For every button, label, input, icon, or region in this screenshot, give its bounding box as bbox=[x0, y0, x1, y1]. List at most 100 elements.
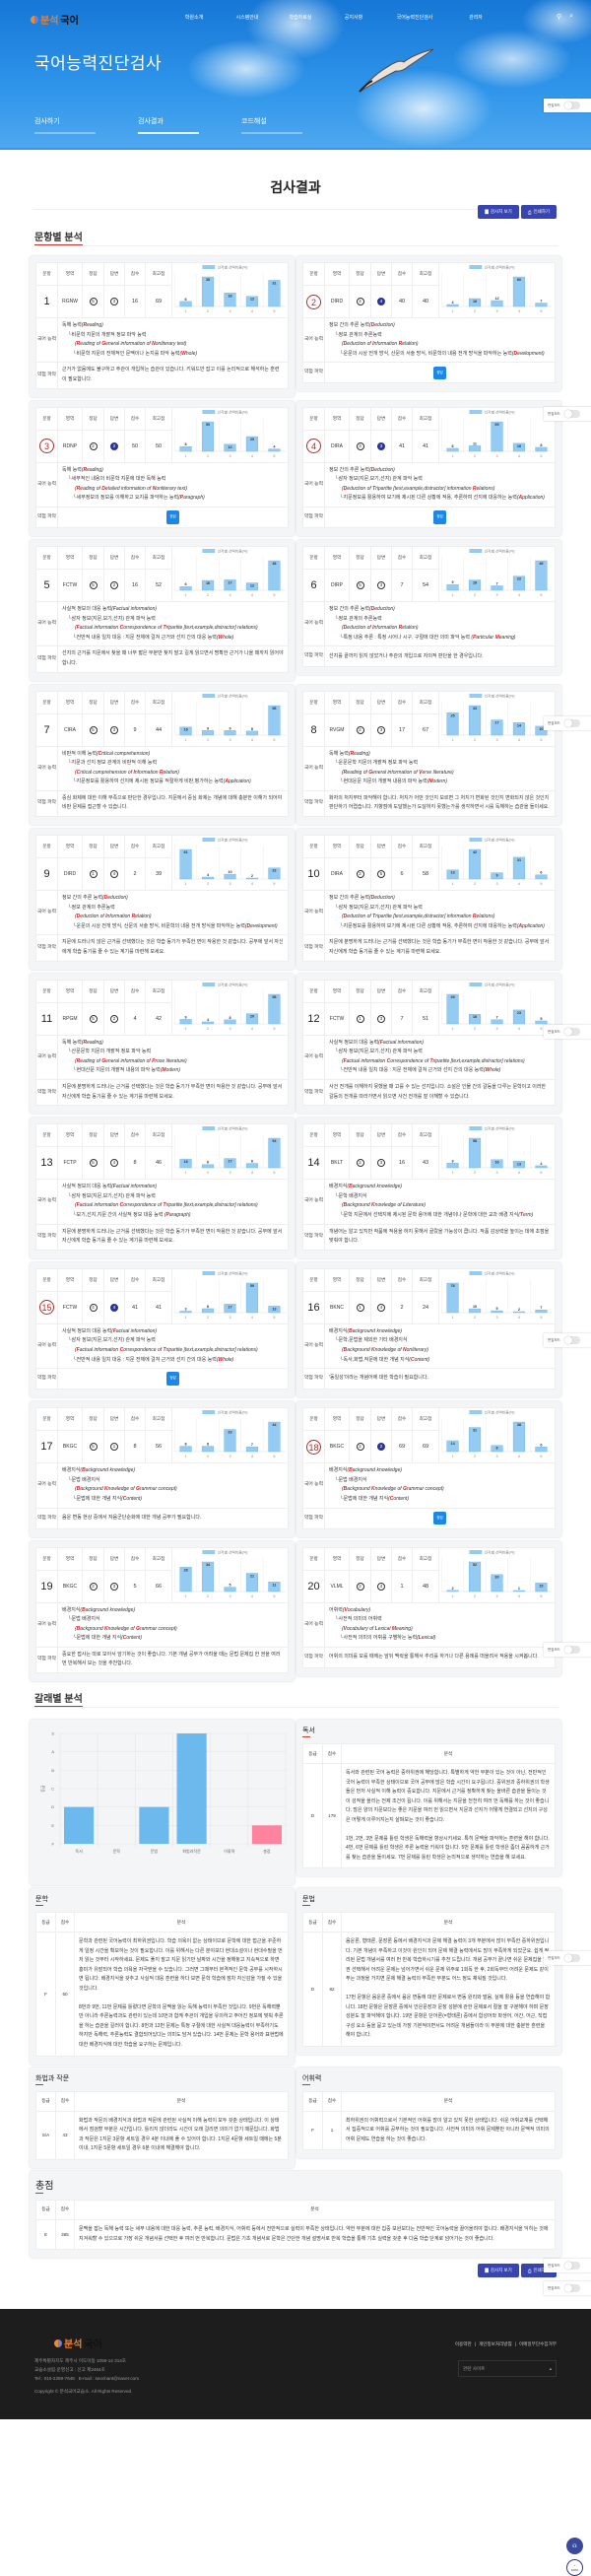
footer-logo[interactable]: 분석 국어 bbox=[54, 2336, 102, 2350]
nav-item[interactable]: 학습자료실 bbox=[289, 15, 312, 21]
option-label: 3 bbox=[229, 454, 230, 458]
y-tick-label: S bbox=[51, 1731, 54, 1736]
option-label: 5 bbox=[273, 882, 275, 886]
edit-mode-toggle[interactable]: 편집모드 bbox=[544, 99, 591, 112]
option-bar bbox=[224, 1303, 236, 1313]
option-label: 2 bbox=[207, 309, 209, 313]
item-area: DIRP bbox=[324, 568, 350, 602]
edit-mode-toggle[interactable]: 편집모드 bbox=[544, 716, 591, 730]
weakness-label: 약점 파악 bbox=[35, 1223, 58, 1251]
column-header: 최고점 bbox=[412, 979, 439, 1003]
genre-grade: S/A bbox=[35, 2110, 56, 2160]
student-response: 3 bbox=[377, 725, 385, 734]
correct-answer-cell: 2 bbox=[349, 1430, 371, 1464]
correct-answer: 5 bbox=[89, 1159, 98, 1168]
ability-line: └전반적 내용 일치 대응 : 지문 전체에 걸쳐 근거와 선지 간의 대응 능… bbox=[329, 1066, 551, 1076]
table-row: D 82 음운론, 형태론, 문장론 등에서 배경지식과 문제 해결 능력이 3개 … bbox=[302, 1932, 556, 2047]
item-max-score: 42 bbox=[145, 1001, 172, 1036]
toggle-switch[interactable] bbox=[563, 1954, 580, 1962]
toggle-switch[interactable] bbox=[563, 1646, 580, 1654]
ability-line: 사실적 정보의 대응 능력(Factual information) bbox=[62, 605, 284, 615]
support-headset-button[interactable]: ☊ bbox=[566, 2538, 583, 2554]
option-value: 6 bbox=[185, 582, 187, 586]
correct-answer: 5 bbox=[89, 580, 98, 589]
option-value: 16 bbox=[473, 581, 477, 585]
user-icon[interactable]: ⚲ bbox=[556, 14, 562, 21]
footer-link-terms[interactable]: 이용약관 bbox=[454, 2341, 472, 2347]
view-sheet-button[interactable]: ▇ 검사지 보기 bbox=[478, 205, 519, 219]
toggle-switch[interactable] bbox=[563, 410, 580, 418]
edit-mode-toggle[interactable]: 편집모드 bbox=[544, 1025, 591, 1039]
ability-english: (Deduction) bbox=[368, 466, 395, 473]
toggle-switch[interactable] bbox=[563, 1336, 580, 1344]
option-bar bbox=[535, 560, 548, 591]
toggle-switch[interactable] bbox=[563, 102, 580, 109]
nav-item[interactable]: 학원소개 bbox=[184, 15, 204, 21]
scroll-top-button[interactable]: ^ 100% bbox=[566, 2559, 583, 2576]
option-label: 4 bbox=[251, 309, 253, 313]
print-button[interactable]: ⎙ 인쇄하기 bbox=[520, 205, 557, 219]
section-title-items: 문항별 분석 bbox=[34, 229, 83, 245]
option-value: 11 bbox=[473, 441, 477, 445]
view-sheet-button[interactable]: ▇ 검사지 보기 bbox=[478, 2264, 519, 2278]
column-header: 문항 bbox=[302, 1546, 325, 1571]
related-sites-select[interactable]: 관련 사이트 ▴ bbox=[458, 2360, 557, 2378]
option-bar bbox=[179, 1018, 192, 1024]
item-table: 문항 영역 정답 답변 점수 최고점 선지별 선택비율(%) 8 1 50 2 12 3 25 4 4 5 … bbox=[35, 406, 289, 528]
edit-mode-toggle[interactable]: 편집모드 bbox=[544, 1951, 591, 1965]
chart-cell: 선지별 선택비율(%) 9 1 16 2 7 3 22 4 46 5 bbox=[438, 545, 556, 602]
tab-test[interactable]: 검사하기 bbox=[34, 116, 96, 134]
option-bar bbox=[201, 1308, 215, 1313]
edit-mode-toggle[interactable]: 편집모드 bbox=[544, 1643, 591, 1657]
item-number-cell: 14 bbox=[302, 1146, 325, 1181]
weakness-text: 개념어는 알고 있지만 작품에 적용을 하지 못해서 골랐을 가능성이 큽니다.… bbox=[324, 1223, 556, 1251]
nav-item[interactable]: 시스템안내 bbox=[235, 15, 259, 21]
edit-mode-toggle[interactable]: 편집모드 bbox=[544, 2259, 591, 2272]
option-bar bbox=[468, 1137, 482, 1169]
item-number: 14 bbox=[307, 1157, 320, 1170]
column-header: 답변 bbox=[103, 690, 125, 714]
search-icon[interactable]: ⌕ bbox=[569, 13, 573, 20]
item-score: 7 bbox=[391, 1001, 413, 1036]
view-sheet-label: 검사지 보기 bbox=[490, 2268, 512, 2273]
weakness-cell: 정답 bbox=[324, 362, 556, 384]
nav-item[interactable]: 국어능력진단검사 bbox=[396, 15, 433, 21]
ability-text: 사실적 정보의 대응 능력 bbox=[62, 1184, 112, 1190]
toggle-switch[interactable] bbox=[563, 719, 580, 727]
item-max-score: 48 bbox=[412, 1569, 439, 1603]
item-area: FCTW bbox=[324, 1001, 350, 1036]
document-icon: ▇ bbox=[485, 209, 489, 214]
x-tick-label: 문법 bbox=[151, 1848, 159, 1854]
footer-link-privacy[interactable]: 개인정보처리방침 bbox=[478, 2341, 512, 2347]
item-number: 20 bbox=[307, 1580, 320, 1593]
edit-mode-toggle[interactable]: 편집모드 bbox=[544, 2281, 591, 2295]
edit-mode-toggle[interactable]: 편집모드 bbox=[544, 1333, 591, 1347]
column-header: 점수 bbox=[124, 979, 146, 1003]
option-label: 2 bbox=[474, 738, 476, 742]
toggle-switch[interactable] bbox=[563, 2284, 580, 2292]
toggle-switch[interactable] bbox=[563, 2262, 580, 2270]
nav-item[interactable]: 관리자 bbox=[469, 15, 483, 21]
edit-mode-toggle[interactable]: 편집모드 bbox=[544, 407, 591, 421]
option-label: 2 bbox=[474, 1455, 476, 1458]
toggle-switch[interactable] bbox=[563, 1028, 580, 1036]
view-sheet-label: 검사지 보기 bbox=[490, 209, 512, 214]
nav-item[interactable]: 공지사항 bbox=[344, 15, 363, 21]
column-header: 최고점 bbox=[145, 1267, 172, 1292]
tab-code-guide[interactable]: 코드해설 bbox=[241, 116, 302, 134]
option-distribution-chart: 선지별 선택비율(%) 2 1 52 2 30 3 1 4 15 5 bbox=[441, 1549, 553, 1597]
column-header: 답변 bbox=[370, 979, 392, 1003]
legend-swatch bbox=[202, 265, 216, 269]
option-value: 34 bbox=[206, 1563, 210, 1567]
legend-label: 선지별 선택비율(%) bbox=[218, 982, 248, 986]
ability-text: 어휘력 bbox=[329, 1606, 343, 1613]
weakness-label: 약점 파악 bbox=[302, 1368, 325, 1390]
correct-answer: 2 bbox=[356, 1443, 364, 1452]
footer-link-email[interactable]: 이메일무단수집거부 bbox=[518, 2341, 557, 2347]
tab-result[interactable]: 검사결과 bbox=[138, 116, 199, 134]
column-header: 영역 bbox=[324, 406, 350, 431]
legend-label: 선지별 선택비율(%) bbox=[218, 1271, 248, 1276]
ability-text: 사실적 정보의 대응 능력 bbox=[62, 1327, 112, 1334]
ability-english: (Deduction of Tripartite [text,example,d… bbox=[342, 914, 495, 920]
logo[interactable]: 분석 국어 bbox=[31, 12, 79, 27]
